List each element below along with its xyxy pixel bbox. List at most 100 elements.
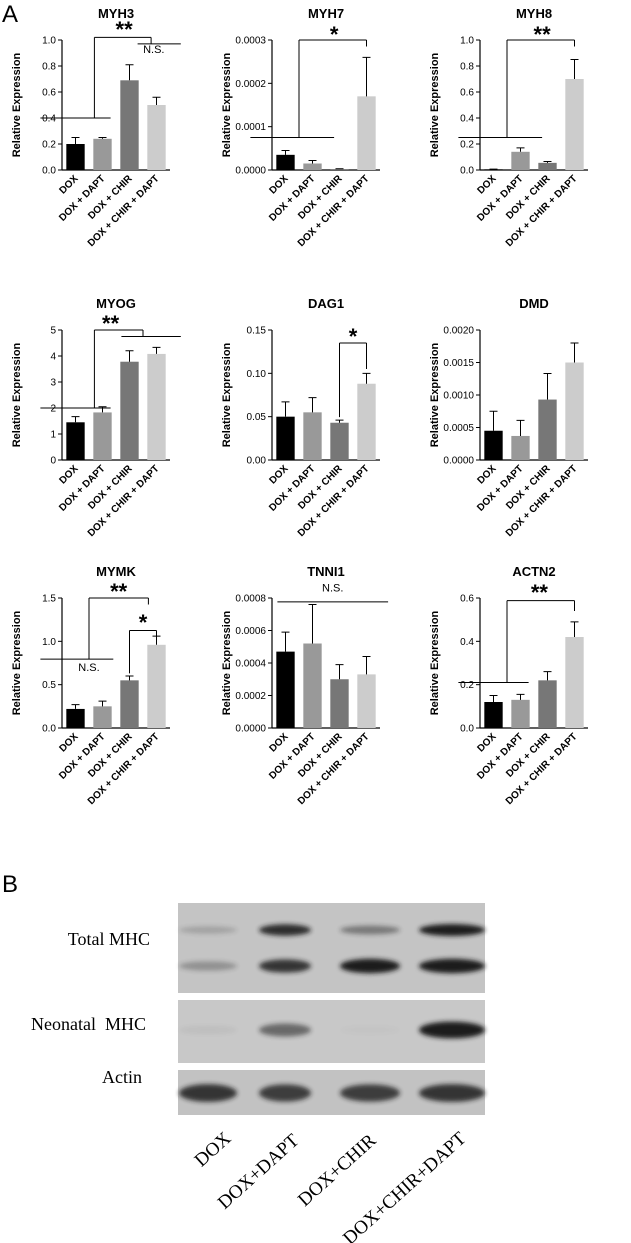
blot-band bbox=[259, 1023, 311, 1037]
error-bar bbox=[362, 56, 371, 97]
bar bbox=[303, 163, 322, 170]
bar bbox=[66, 144, 85, 170]
significance-label: * bbox=[330, 22, 339, 47]
y-tick-label: 0.0002 bbox=[235, 79, 266, 90]
bar bbox=[120, 361, 139, 460]
blot-band bbox=[259, 924, 311, 936]
error-bar bbox=[362, 372, 371, 384]
error-bar bbox=[71, 137, 80, 144]
y-tick-label: 0.10 bbox=[247, 369, 267, 380]
chart-title: DAG1 bbox=[308, 296, 344, 311]
bar bbox=[147, 105, 166, 170]
chart-title: DMD bbox=[519, 296, 549, 311]
x-tick-label: DOX bbox=[268, 173, 291, 196]
y-tick-label: 0.05 bbox=[247, 412, 267, 423]
y-tick-label: 0.0006 bbox=[235, 626, 266, 637]
error-bar bbox=[125, 64, 134, 81]
y-tick-label: 1.0 bbox=[42, 36, 56, 47]
y-tick-label: 0.15 bbox=[247, 326, 267, 337]
bar bbox=[93, 138, 112, 170]
blot-lane-label: DOX bbox=[191, 1128, 236, 1171]
y-axis-label: Relative Expression bbox=[11, 342, 23, 447]
blot-band bbox=[419, 924, 485, 936]
blot-band bbox=[340, 1026, 400, 1035]
y-tick-label: 1.0 bbox=[460, 36, 474, 47]
significance-label: ** bbox=[534, 22, 552, 47]
bar bbox=[147, 644, 166, 728]
y-tick-label: 1.0 bbox=[42, 637, 56, 648]
x-tick-label: DOX bbox=[476, 731, 499, 754]
y-tick-label: 0.4 bbox=[460, 114, 474, 125]
error-bar bbox=[71, 416, 80, 423]
y-tick-label: 0.6 bbox=[460, 594, 474, 605]
x-tick-label: DOX bbox=[268, 731, 291, 754]
y-tick-label: 0.2 bbox=[460, 680, 474, 691]
significance-label: N.S. bbox=[78, 662, 99, 674]
bar bbox=[93, 412, 112, 460]
error-bar bbox=[308, 604, 317, 644]
y-tick-label: 0.8 bbox=[42, 62, 56, 73]
bar bbox=[276, 651, 295, 728]
error-bar bbox=[125, 675, 134, 681]
y-axis-label: Relative Expression bbox=[221, 342, 233, 447]
blot-band bbox=[179, 1084, 237, 1102]
y-tick-label: 0.5 bbox=[42, 680, 56, 691]
bar bbox=[276, 416, 295, 460]
significance-label: ** bbox=[116, 17, 134, 42]
bar bbox=[330, 422, 349, 460]
bar bbox=[357, 674, 376, 728]
error-bar bbox=[570, 342, 579, 363]
bar bbox=[93, 706, 112, 728]
blot-band bbox=[179, 961, 237, 971]
y-tick-label: 0.2 bbox=[460, 140, 474, 151]
chart-title: MYH3 bbox=[98, 6, 134, 21]
blot-row-label: Neonatal MHC bbox=[31, 1014, 146, 1034]
y-tick-label: 0.0 bbox=[42, 724, 56, 735]
y-tick-label: 0.0 bbox=[460, 166, 474, 177]
y-axis-label: Relative Expression bbox=[11, 610, 23, 715]
x-tick-label: DOX bbox=[476, 463, 499, 486]
blot-band bbox=[419, 1021, 485, 1039]
bar bbox=[120, 80, 139, 170]
error-bar bbox=[516, 147, 525, 152]
y-tick-label: 0.0003 bbox=[235, 36, 266, 47]
y-tick-label: 0.0005 bbox=[443, 423, 474, 434]
y-tick-label: 0.0004 bbox=[235, 659, 266, 670]
error-bar bbox=[308, 159, 317, 164]
error-bar bbox=[362, 656, 371, 675]
y-axis-label: Relative Expression bbox=[429, 342, 441, 447]
error-bar bbox=[335, 419, 344, 423]
x-tick-label: DOX bbox=[268, 463, 291, 486]
bar bbox=[357, 96, 376, 170]
significance-label: ** bbox=[531, 580, 549, 605]
chart-title: MYH7 bbox=[308, 6, 344, 21]
y-tick-label: 0 bbox=[50, 456, 56, 467]
blot-band bbox=[419, 1084, 485, 1102]
error-bar bbox=[152, 635, 161, 645]
y-axis-label: Relative Expression bbox=[221, 52, 233, 157]
y-tick-label: 0.0 bbox=[460, 724, 474, 735]
blot-background bbox=[178, 903, 485, 993]
error-bar bbox=[281, 401, 290, 417]
error-bar bbox=[281, 631, 290, 652]
error-bar bbox=[570, 59, 579, 79]
significance-label: N.S. bbox=[143, 44, 164, 56]
error-bar bbox=[308, 397, 317, 413]
y-tick-label: 1.5 bbox=[42, 594, 56, 605]
y-tick-label: 0.2 bbox=[42, 140, 56, 151]
y-tick-label: 1 bbox=[50, 430, 56, 441]
y-tick-label: 5 bbox=[50, 326, 56, 337]
y-tick-label: 0.0015 bbox=[443, 358, 474, 369]
error-bar bbox=[152, 96, 161, 105]
error-bar bbox=[335, 664, 344, 680]
bar bbox=[565, 362, 584, 460]
chart-title: TNNI1 bbox=[307, 564, 345, 579]
significance-label: ** bbox=[102, 311, 120, 336]
y-tick-label: 0.0008 bbox=[235, 594, 266, 605]
bar bbox=[538, 399, 557, 460]
y-tick-label: 0.0000 bbox=[235, 166, 266, 177]
x-tick-label: DOX bbox=[476, 173, 499, 196]
bar bbox=[484, 169, 503, 170]
y-tick-label: 4 bbox=[50, 352, 56, 363]
